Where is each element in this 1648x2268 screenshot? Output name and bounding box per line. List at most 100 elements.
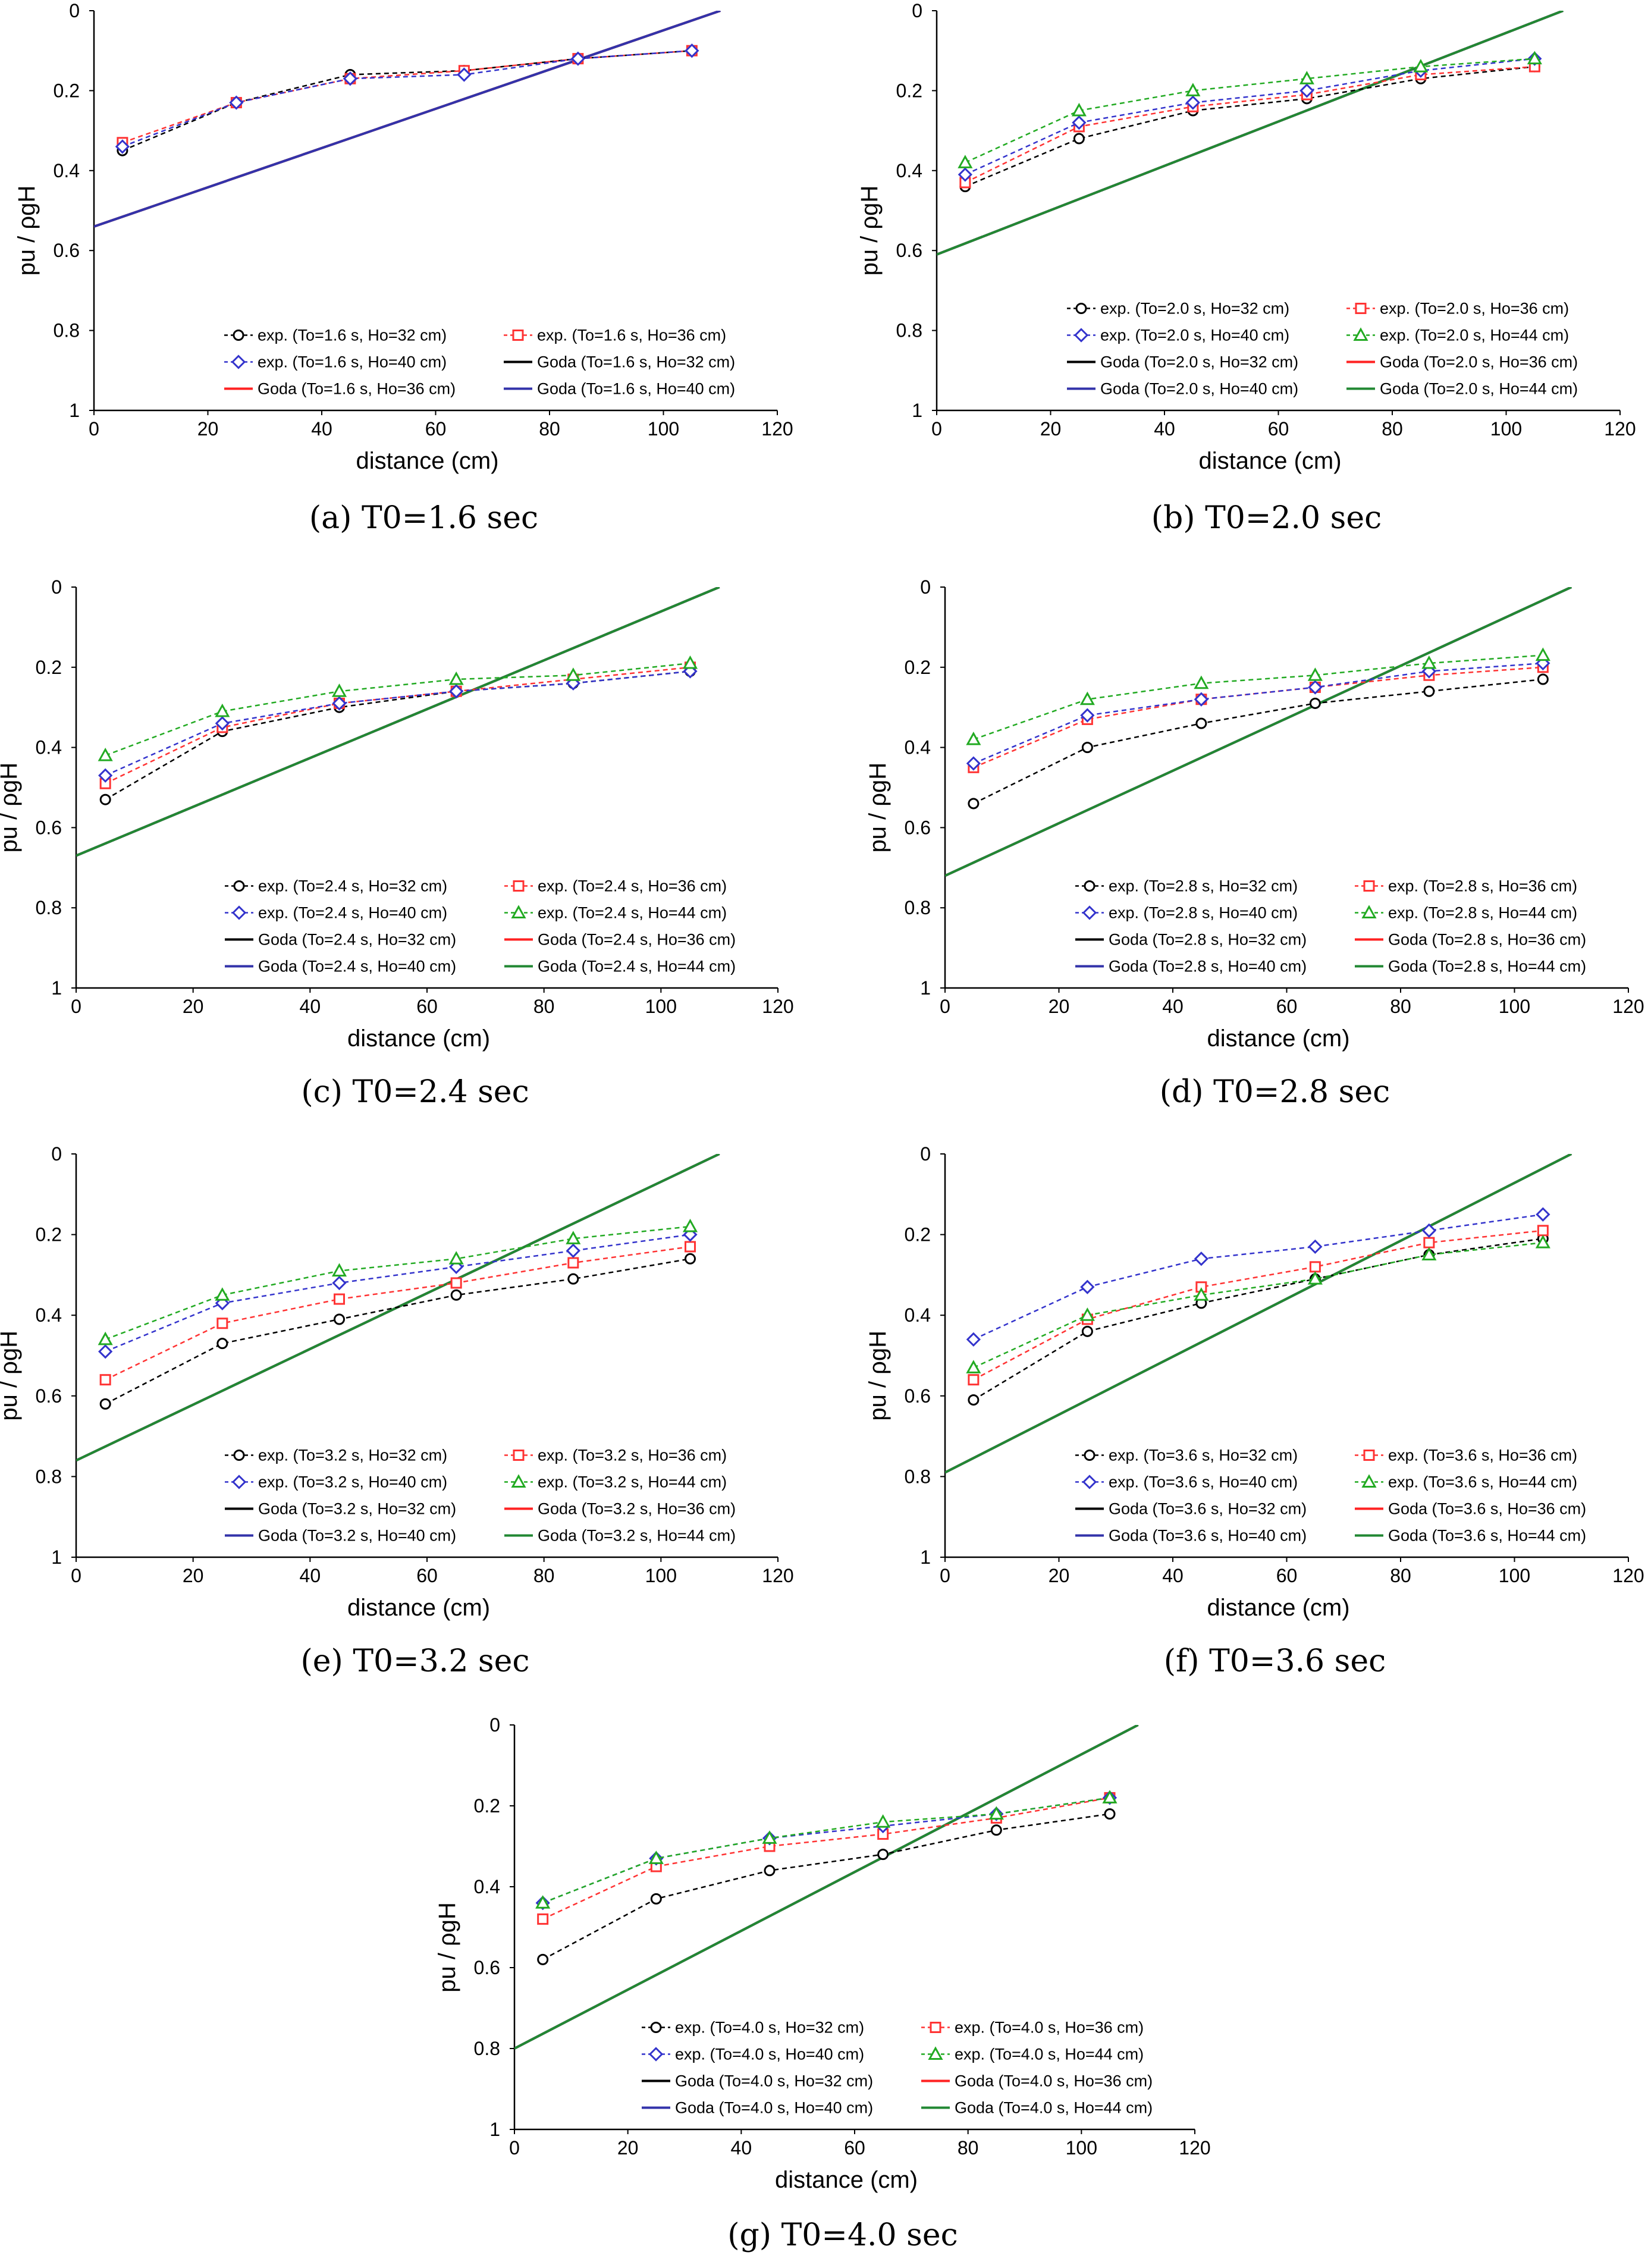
y-tick-label: 0.4 xyxy=(36,1304,62,1326)
x-axis-label: distance (cm) xyxy=(347,1025,490,1052)
legend-entry: exp. (To=4.0 s, Ho=40 cm) xyxy=(675,2046,864,2063)
legend-marker xyxy=(930,2022,941,2033)
legend-entry: Goda (To=3.6 s, Ho=32 cm) xyxy=(1109,1500,1307,1518)
data-point xyxy=(1080,1279,1095,1294)
x-tick-label: 120 xyxy=(1179,2137,1210,2159)
goda-series-line xyxy=(945,587,1572,877)
legend-marker xyxy=(1363,1450,1375,1461)
legend-entry: Goda (To=4.0 s, Ho=40 cm) xyxy=(675,2099,873,2117)
data-point xyxy=(1194,1287,1209,1301)
goda-series-line xyxy=(945,1154,1572,1474)
exp-series-line xyxy=(973,1213,1543,1341)
x-tick-label: 120 xyxy=(1604,418,1636,440)
x-tick-label: 100 xyxy=(648,418,679,440)
legend-entry: exp. (To=2.8 s, Ho=36 cm) xyxy=(1388,877,1577,895)
x-tick-label: 80 xyxy=(958,2137,979,2159)
legend-entry: exp. (To=2.8 s, Ho=40 cm) xyxy=(1109,904,1298,922)
plot-area xyxy=(76,587,720,857)
exp-series-line xyxy=(105,1246,690,1381)
panel-caption: (g) T0=4.0 sec xyxy=(727,2217,958,2253)
data-point xyxy=(1423,685,1435,697)
y-tick-label: 1 xyxy=(489,2119,500,2140)
legend-entry: Goda (To=2.0 s, Ho=32 cm) xyxy=(1100,353,1298,371)
data-point xyxy=(1104,1808,1116,1820)
legend-entry: Goda (To=2.8 s, Ho=40 cm) xyxy=(1109,958,1307,975)
y-tick-label: 0 xyxy=(69,0,80,21)
data-point xyxy=(1308,1239,1323,1254)
exp-series-line xyxy=(105,670,690,801)
data-point xyxy=(958,155,973,168)
y-tick-label: 0.6 xyxy=(896,240,922,261)
x-tick-label: 20 xyxy=(197,418,219,440)
legend-entry: exp. (To=2.4 s, Ho=36 cm) xyxy=(538,877,727,895)
x-tick-label: 0 xyxy=(89,418,99,440)
exp-series-line xyxy=(122,49,692,143)
x-tick-label: 20 xyxy=(183,1565,204,1586)
exp-series-line xyxy=(542,1797,1110,1920)
legend-entry: exp. (To=3.6 s, Ho=32 cm) xyxy=(1109,1447,1298,1464)
data-point xyxy=(229,95,244,110)
legend-marker xyxy=(511,905,526,918)
data-point xyxy=(1194,692,1208,707)
legend-entry: exp. (To=4.0 s, Ho=44 cm) xyxy=(955,2046,1144,2063)
panel-caption: (c) T0=2.4 sec xyxy=(301,1074,529,1110)
data-point xyxy=(762,1830,777,1844)
legend-entry: Goda (To=1.6 s, Ho=32 cm) xyxy=(537,353,735,371)
legend-entry: exp. (To=2.0 s, Ho=32 cm) xyxy=(1100,300,1289,318)
x-axis-label: distance (cm) xyxy=(356,448,498,474)
data-point xyxy=(764,1865,776,1877)
exp-series-line xyxy=(105,1258,690,1405)
chart-panel-7: 0 20 40 60 80 100 120 0 0.2 0.4 0.6 0.8 1 distance (c… xyxy=(434,1714,1211,2253)
y-axis-label: pu / ρgH xyxy=(0,1331,22,1421)
legend-entry: exp. (To=2.8 s, Ho=32 cm) xyxy=(1109,877,1298,895)
data-point xyxy=(1527,51,1542,65)
x-tick-label: 40 xyxy=(300,1565,321,1586)
plot-area xyxy=(76,1154,720,1462)
goda-series-line xyxy=(94,11,721,228)
data-point xyxy=(334,1293,345,1305)
data-point xyxy=(966,1332,981,1347)
panel-caption: (b) T0=2.0 sec xyxy=(1151,500,1382,536)
data-point xyxy=(650,1893,662,1905)
legend-entry: exp. (To=2.0 s, Ho=44 cm) xyxy=(1380,327,1569,344)
legend-entry: exp. (To=3.2 s, Ho=36 cm) xyxy=(538,1447,727,1464)
legend-entry: exp. (To=3.6 s, Ho=40 cm) xyxy=(1109,1473,1298,1491)
panel-caption: (d) T0=2.8 sec xyxy=(1160,1074,1390,1110)
y-tick-label: 0 xyxy=(920,1143,931,1165)
y-tick-label: 0.2 xyxy=(905,657,931,678)
exp-series-line xyxy=(105,670,690,776)
x-axis-label: distance (cm) xyxy=(775,2167,918,2193)
y-axis-label: pu / ρgH xyxy=(0,763,22,853)
legend-entry: Goda (To=2.8 s, Ho=44 cm) xyxy=(1388,958,1586,975)
y-tick-label: 0.6 xyxy=(36,817,62,838)
x-axis-label: distance (cm) xyxy=(1198,448,1341,474)
chart-panel-1: 0 20 40 60 80 100 120 0 0.2 0.4 0.6 0.8 1 distance (c… xyxy=(14,0,793,536)
legend-entry: Goda (To=2.4 s, Ho=44 cm) xyxy=(538,958,736,975)
data-point xyxy=(215,703,230,717)
data-point xyxy=(1423,1237,1435,1249)
exp-series-line xyxy=(105,1225,690,1341)
legend-entry: Goda (To=2.4 s, Ho=32 cm) xyxy=(258,931,456,949)
exp-series-line xyxy=(973,666,1543,768)
legend-marker xyxy=(1355,303,1367,314)
data-point xyxy=(1308,680,1323,695)
legend-entry: exp. (To=2.0 s, Ho=40 cm) xyxy=(1100,327,1289,344)
x-axis-label: distance (cm) xyxy=(1207,1025,1349,1052)
data-point xyxy=(1071,102,1087,117)
y-axis-label: pu / ρgH xyxy=(865,1331,891,1421)
y-tick-label: 0.6 xyxy=(474,1957,500,1978)
data-point xyxy=(682,1218,698,1232)
y-axis-label: pu / ρgH xyxy=(865,763,891,853)
plot-area xyxy=(945,1154,1572,1474)
y-tick-label: 0.4 xyxy=(905,737,931,758)
y-axis-label: pu / ρgH xyxy=(14,186,40,276)
legend-marker xyxy=(233,1450,245,1461)
data-point xyxy=(1194,675,1209,689)
goda-series-line xyxy=(514,1725,1139,2050)
y-tick-label: 0.2 xyxy=(896,80,922,101)
legend: exp. (To=2.8 s, Ho=32 cm) exp. (To=2.8 s,… xyxy=(1075,877,1586,975)
legend-marker xyxy=(1363,880,1375,892)
data-point xyxy=(567,1257,579,1269)
legend: exp. (To=1.6 s, Ho=32 cm) exp. (To=1.6 s,… xyxy=(224,327,735,398)
